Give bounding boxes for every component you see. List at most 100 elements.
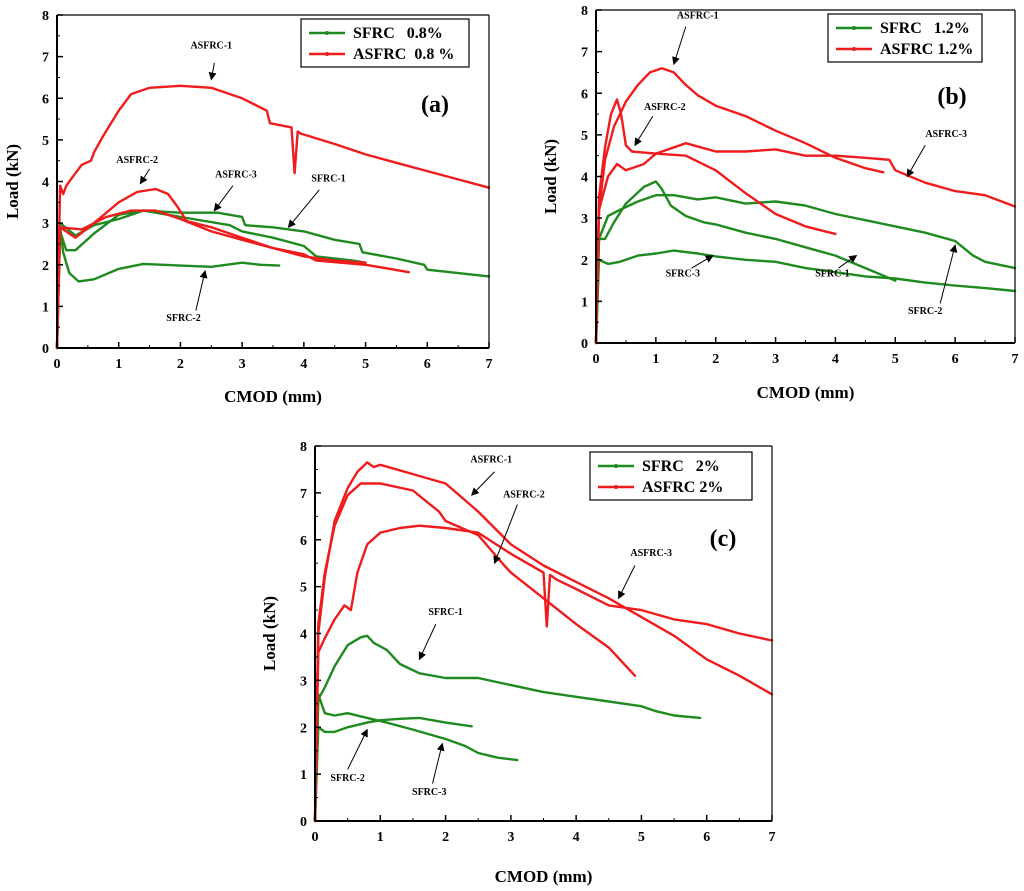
- panel-a: 0 1 2 3 4 5 6 7 0 1 2 3 4 5 6 7 8 CMOD (mm) Load (kN) (a) SF…: [3, 9, 493, 406]
- x-tick-label: 2: [442, 830, 449, 845]
- y-tick-label: 4: [300, 628, 307, 643]
- series-line-asfrc-1: [594, 67, 885, 345]
- annotations: ASFRC-1 ASFRC-2 ASFRC-3 SFRC-1 SFRC-2: [116, 40, 345, 324]
- annotation-label: ASFRC-2: [503, 490, 545, 501]
- y-axis-title: Load (kN): [3, 144, 22, 219]
- series-line-asfrc-2: [594, 98, 837, 345]
- y-tick-label: 6: [300, 534, 307, 549]
- legend-marker: [614, 485, 618, 489]
- legend: SFRC 0.8% ASFRC 0.8 %: [300, 18, 470, 68]
- x-tick-label: 6: [952, 352, 959, 367]
- x-tick-label: 0: [312, 830, 319, 845]
- annotation-arrow: [906, 145, 926, 178]
- series-line-sfrc-2: [55, 226, 281, 350]
- x-tick-label: 5: [892, 352, 899, 367]
- x-tick-label: 4: [573, 830, 580, 845]
- legend-label: ASFRC 0.8 %: [353, 46, 454, 63]
- y-tick-label: 0: [42, 342, 49, 357]
- annotation-arrow: [287, 189, 320, 229]
- series-line-sfrc-1: [55, 209, 491, 350]
- x-tick-label: 6: [424, 357, 431, 372]
- y-tick-label: 0: [581, 337, 588, 352]
- annotation-arrow: [939, 244, 958, 304]
- annotation-arrow: [493, 504, 518, 565]
- panel-label: (b): [937, 84, 966, 110]
- series-line-sfrc-1: [313, 634, 702, 823]
- annotation-label: SFRC-1: [815, 268, 849, 279]
- panel-b: 0 1 2 3 4 5 6 7 0 1 2 3 4 5 6 7 8 CMOD (mm) Load (kN) (b) SF…: [541, 4, 1019, 402]
- y-tick-label: 5: [300, 581, 307, 596]
- annotation-label: SFRC-2: [908, 306, 942, 317]
- x-tick-label: 7: [486, 357, 493, 372]
- y-tick-label: 8: [300, 440, 307, 455]
- y-tick-label: 2: [581, 254, 588, 269]
- x-tick-label: 0: [54, 357, 61, 372]
- series-line-asfrc-3: [594, 141, 1017, 345]
- y-tick-label: 7: [300, 487, 307, 502]
- x-tick-label: 1: [652, 352, 659, 367]
- x-tick-label: 3: [507, 830, 514, 845]
- y-axis-title: Load (kN): [541, 139, 560, 214]
- legend-box: [300, 18, 470, 68]
- y-tick-label: 4: [42, 176, 49, 191]
- x-tick-label: 1: [115, 357, 122, 372]
- series-line-asfrc-3: [313, 524, 774, 823]
- x-tick-label: 3: [772, 352, 779, 367]
- annotation-label: SFRC-1: [428, 607, 462, 618]
- y-tick-label: 1: [300, 768, 307, 783]
- legend-label: ASFRC 1.2%: [880, 41, 973, 58]
- x-tick-label: 5: [362, 357, 369, 372]
- x-tick-label: 0: [593, 352, 600, 367]
- y-tick-label: 8: [581, 4, 588, 19]
- x-tick-label: 6: [703, 830, 710, 845]
- annotation-label: ASFRC-3: [925, 129, 967, 140]
- series-line-asfrc-3: [55, 209, 410, 350]
- series-group: [594, 67, 1017, 345]
- x-axis-title: CMOD (mm): [224, 387, 322, 406]
- y-tick-label: 1: [42, 300, 49, 315]
- y-tick-label: 4: [581, 171, 588, 186]
- series-line-sfrc-2: [313, 716, 473, 823]
- legend-label: SFRC 0.8%: [353, 25, 443, 42]
- panel-c: 0 1 2 3 4 5 6 7 0 1 2 3 4 5 6 7 8 CMOD (mm) Load (kN) (c) SF…: [260, 440, 776, 886]
- y-tick-label: 0: [300, 815, 307, 830]
- annotation-label: ASFRC-2: [116, 155, 158, 166]
- y-tick-label: 1: [581, 295, 588, 310]
- annotation-arrow: [139, 168, 150, 185]
- annotation-label: ASFRC-2: [644, 102, 686, 113]
- y-axis-title: Load (kN): [260, 596, 279, 671]
- legend-marker: [325, 52, 329, 56]
- y-tick-label: 6: [42, 92, 49, 107]
- legend: SFRC 1.2% ASFRC 1.2%: [827, 13, 983, 63]
- legend-label: SFRC 1.2%: [880, 20, 970, 37]
- y-tick-label: 5: [581, 129, 588, 144]
- legend-box: [589, 451, 753, 501]
- x-tick-label: 7: [1012, 352, 1019, 367]
- legend-marker: [325, 31, 329, 35]
- y-tick-label: 3: [42, 217, 49, 232]
- panel-label: (c): [710, 526, 737, 552]
- x-tick-label: 4: [300, 357, 307, 372]
- y-tick-label: 7: [581, 46, 588, 61]
- annotation-arrow: [418, 623, 437, 661]
- annotation-arrow: [195, 270, 208, 311]
- annotation-label: ASFRC-1: [677, 10, 719, 21]
- annotation-label: ASFRC-3: [215, 169, 257, 180]
- x-tick-label: 7: [769, 830, 776, 845]
- y-tick-label: 8: [42, 9, 49, 24]
- series-line-sfrc-1: [594, 180, 897, 345]
- x-tick-label: 4: [832, 352, 839, 367]
- annotation-label: ASFRC-3: [630, 548, 672, 559]
- y-tick-label: 3: [581, 212, 588, 227]
- annotation-label: SFRC-1: [311, 174, 345, 185]
- annotation-arrow: [691, 255, 714, 269]
- y-tick-label: 3: [300, 674, 307, 689]
- annotation-arrow: [838, 255, 858, 269]
- series-line-asfrc-1: [313, 461, 774, 823]
- annotation-arrow: [432, 742, 445, 784]
- annotation-arrow: [470, 471, 495, 496]
- y-tick-label: 7: [42, 51, 49, 66]
- legend-marker: [614, 464, 618, 468]
- annotation-label: SFRC-3: [412, 787, 446, 798]
